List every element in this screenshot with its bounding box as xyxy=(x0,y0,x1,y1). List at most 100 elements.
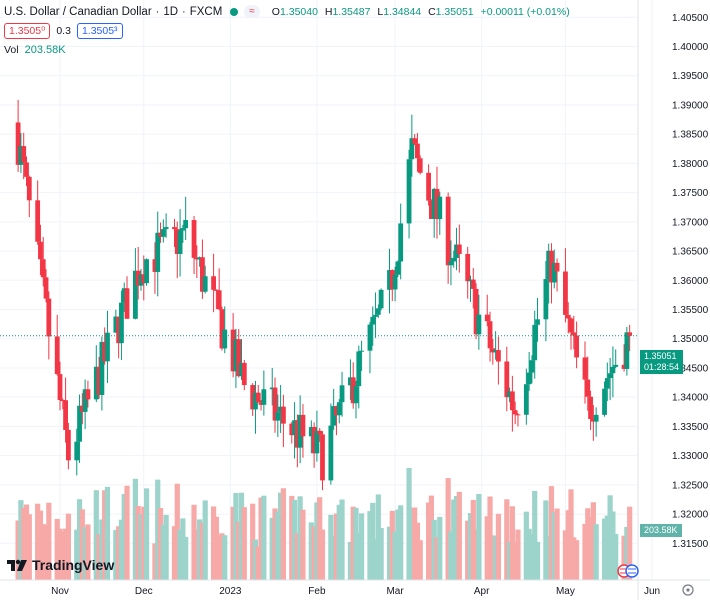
candle xyxy=(546,243,552,304)
candle xyxy=(93,345,99,403)
volume-bar xyxy=(93,490,99,580)
candle xyxy=(607,357,613,401)
volume-bar xyxy=(96,534,102,580)
volume-bar xyxy=(121,493,127,580)
last-price-badge: 1.35051 01:28:54 xyxy=(640,350,684,374)
y-tick-label: 1.34500 xyxy=(672,363,709,374)
sell-button[interactable]: 1.3505⁰ xyxy=(4,23,51,39)
candle xyxy=(172,218,177,247)
candle xyxy=(415,133,420,172)
volume-bar xyxy=(26,514,32,580)
volume-bar xyxy=(585,508,591,580)
market-status-icon[interactable] xyxy=(230,7,239,16)
candle xyxy=(627,324,633,352)
volume-bar xyxy=(191,504,197,580)
candle xyxy=(141,255,147,301)
volume-bar xyxy=(272,508,278,580)
y-tick-label: 1.38500 xyxy=(672,130,709,141)
candle xyxy=(46,291,52,360)
y-tick-label: 1.37500 xyxy=(672,188,709,199)
candle xyxy=(551,249,557,289)
volume-bar xyxy=(275,511,281,580)
candle xyxy=(250,383,256,417)
candle xyxy=(526,351,532,391)
candle xyxy=(571,315,577,350)
candle xyxy=(445,192,451,284)
volume-bar xyxy=(113,529,119,580)
candle xyxy=(621,344,627,372)
volume-bar xyxy=(465,520,471,580)
candle xyxy=(116,316,122,359)
volume-bar xyxy=(523,511,529,580)
volume-bar xyxy=(219,533,225,580)
candle xyxy=(484,294,490,327)
candle xyxy=(554,258,560,292)
symbol-name[interactable]: U.S. Dollar / Canadian Dollar xyxy=(4,5,152,18)
time-axis[interactable]: Nov Dec 2023 Feb Mar Apr May Jun xyxy=(51,586,660,597)
candle xyxy=(261,370,267,416)
volume-bar xyxy=(331,535,337,580)
candle xyxy=(473,283,479,340)
candle xyxy=(144,258,149,286)
candle xyxy=(216,268,222,311)
candle xyxy=(63,377,68,443)
volume-bar xyxy=(317,497,323,580)
logo-text: TradingView xyxy=(32,557,115,573)
candle xyxy=(504,346,510,412)
volume-bar xyxy=(62,528,69,580)
candle xyxy=(35,180,41,245)
volume-bar xyxy=(99,519,105,580)
volume-bar xyxy=(135,505,141,580)
x-tick-label: Mar xyxy=(386,586,404,597)
tradingview-logo-icon xyxy=(7,559,27,571)
x-tick-label: Dec xyxy=(135,586,153,597)
volume-bar xyxy=(40,524,46,580)
volume-bar xyxy=(398,505,404,580)
volume-bar xyxy=(104,486,111,580)
volume-bar xyxy=(74,529,80,580)
candle xyxy=(356,345,362,409)
volume-bar xyxy=(328,514,334,580)
candle xyxy=(543,260,549,342)
candle xyxy=(509,375,515,432)
volume-bar xyxy=(426,502,432,580)
candle xyxy=(392,266,398,302)
volume-bar xyxy=(437,516,443,580)
volume-bar xyxy=(163,514,169,580)
candle xyxy=(604,362,610,402)
candle xyxy=(448,240,454,286)
volume-bar xyxy=(613,533,619,580)
settings-icon[interactable] xyxy=(682,584,694,596)
compare-pill[interactable]: ≈ xyxy=(244,5,260,18)
candle xyxy=(565,302,571,334)
volume-label[interactable]: Vol xyxy=(4,44,19,56)
price-axis[interactable]: 1.40500 1.40000 1.39500 1.39000 1.38500 1.380… xyxy=(672,13,709,550)
volume-bar xyxy=(15,520,21,580)
interval[interactable]: 1D xyxy=(163,5,179,18)
candle xyxy=(280,394,286,448)
tradingview-logo[interactable]: TradingView xyxy=(6,557,114,573)
volume-bar xyxy=(308,522,314,580)
volume-bar xyxy=(543,500,549,580)
candle xyxy=(96,356,102,399)
candle xyxy=(353,380,359,419)
volume-bar xyxy=(199,522,206,580)
x-tick-label: Nov xyxy=(51,586,69,597)
volume-bar xyxy=(414,522,421,580)
candle xyxy=(320,431,325,491)
candle xyxy=(370,306,376,346)
volume-bar xyxy=(565,510,571,580)
buy-button[interactable]: 1.3505³ xyxy=(76,23,123,39)
candle xyxy=(297,395,303,464)
volume-bar xyxy=(57,528,63,580)
events-icon[interactable] xyxy=(617,564,639,578)
candle xyxy=(395,260,401,278)
candle xyxy=(434,166,440,239)
volume-bar xyxy=(562,530,569,580)
volume-bar xyxy=(347,541,354,580)
volume-bars xyxy=(15,468,633,580)
volume-bar xyxy=(386,526,393,580)
candle xyxy=(487,311,493,362)
candle xyxy=(428,199,434,219)
